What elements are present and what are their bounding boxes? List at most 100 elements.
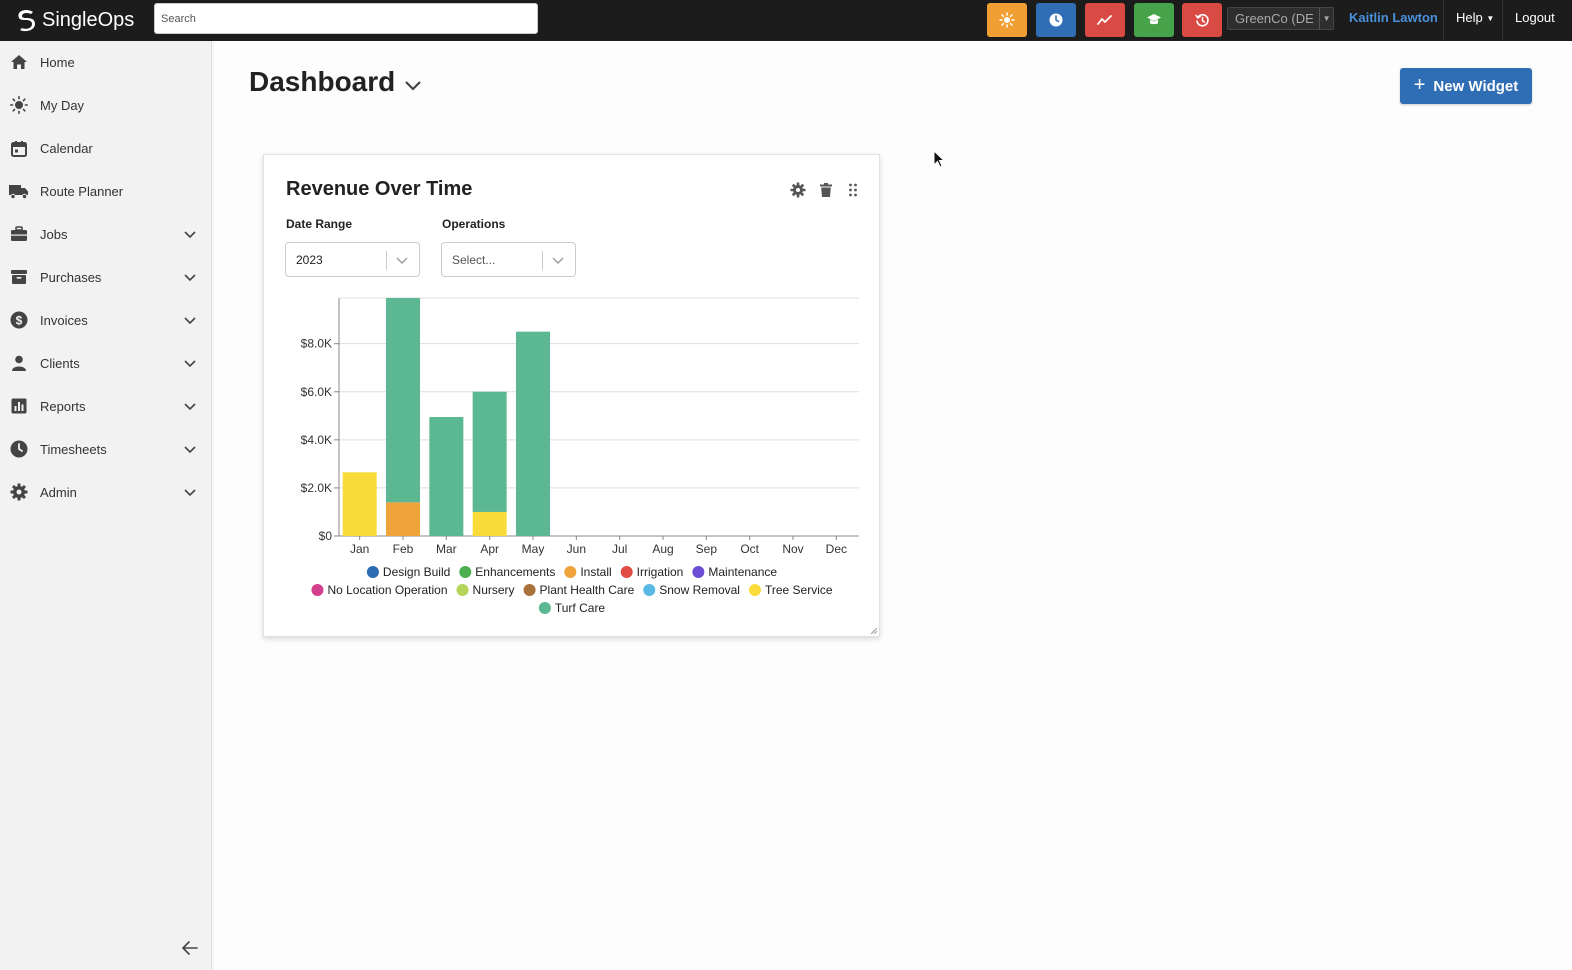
bar-chart-icon (8, 395, 30, 417)
history-quick-button[interactable] (1182, 3, 1222, 37)
sidebar-item-label: Invoices (40, 312, 88, 328)
sidebar-item-label: Reports (40, 398, 86, 414)
caret-down-icon: ▼ (1319, 8, 1333, 29)
clock-icon (8, 438, 30, 460)
sidebar-item-calendar[interactable]: Calendar (0, 127, 212, 169)
sidebar-item-reports[interactable]: Reports (0, 385, 212, 427)
date-range-label: Date Range (286, 217, 353, 231)
singleops-logo-icon (18, 10, 35, 32)
gear-icon (8, 481, 30, 503)
legend-swatch (643, 584, 656, 596)
sidebar-item-label: Clients (40, 355, 80, 371)
legend-swatch (620, 566, 633, 578)
my-day-quick-button[interactable] (987, 3, 1027, 37)
singleops-logo[interactable]: SingleOps (14, 5, 134, 35)
clock-icon (1049, 13, 1063, 27)
dollar-icon: $ (8, 309, 30, 331)
y-tick-label: $4.0K (301, 433, 332, 447)
chevron-down-icon (184, 231, 196, 239)
logo-text: SingleOps (42, 8, 135, 31)
drag-handle-icon[interactable] (845, 182, 861, 198)
legend-label: Irrigation (637, 565, 684, 579)
y-tick-label: $6.0K (301, 385, 332, 399)
sidebar: Home My Day Calendar (0, 41, 212, 970)
sidebar-item-my-day[interactable]: My Day (0, 84, 212, 126)
sidebar-item-label: Admin (40, 484, 77, 500)
reports-quick-button[interactable] (1085, 3, 1125, 37)
operations-select[interactable]: Select... (441, 242, 576, 277)
sidebar-item-label: Calendar (40, 140, 93, 156)
sidebar-item-label: Timesheets (40, 441, 107, 457)
y-tick-label: $8.0K (301, 337, 332, 351)
history-icon (1194, 13, 1209, 27)
user-name-link[interactable]: Kaitlin Lawton (1349, 10, 1438, 25)
legend-swatch (523, 584, 536, 596)
date-range-select[interactable]: 2023 (285, 242, 420, 277)
company-selector[interactable]: GreenCo (DE ▼ (1227, 7, 1334, 30)
search-input[interactable] (154, 3, 538, 34)
trash-icon[interactable] (818, 182, 834, 198)
sidebar-item-label: Purchases (40, 269, 102, 285)
bar (386, 298, 420, 503)
y-tick-label: $2.0K (301, 481, 332, 495)
sidebar-item-label: Home (40, 54, 75, 70)
divider (1443, 0, 1444, 41)
divider (386, 251, 387, 270)
company-selector-value: GreenCo (DE (1235, 11, 1314, 26)
legend-label: Turf Care (555, 601, 606, 615)
logout-link[interactable]: Logout (1515, 10, 1555, 25)
sidebar-item-jobs[interactable]: Jobs (0, 213, 212, 255)
calendar-icon (8, 137, 30, 159)
home-icon (8, 51, 30, 73)
x-tick-label: Jan (350, 542, 369, 556)
mouse-cursor-icon (933, 150, 946, 168)
x-tick-label: Sep (696, 542, 718, 556)
chevron-down-icon (396, 257, 408, 264)
legend-swatch (456, 584, 469, 596)
sidebar-item-timesheets[interactable]: Timesheets (0, 428, 212, 470)
gear-icon[interactable] (790, 182, 806, 198)
sidebar-item-purchases[interactable]: Purchases (0, 256, 212, 298)
bar (472, 391, 507, 512)
svg-text:$: $ (16, 314, 23, 328)
bar (516, 331, 550, 536)
x-tick-label: Dec (826, 542, 847, 556)
sidebar-item-invoices[interactable]: $ Invoices (0, 299, 212, 341)
timesheet-quick-button[interactable] (1036, 3, 1076, 37)
graduation-cap-icon (1147, 14, 1161, 25)
operations-label: Operations (442, 217, 506, 231)
sidebar-item-admin[interactable]: Admin (0, 471, 212, 513)
sidebar-item-clients[interactable]: Clients (0, 342, 212, 384)
x-tick-label: Mar (436, 542, 457, 556)
legend-label: Tree Service (765, 583, 833, 597)
page-title: Dashboard (249, 66, 396, 97)
new-widget-button[interactable]: + New Widget (1400, 68, 1532, 104)
x-tick-label: Jul (612, 542, 627, 556)
help-menu[interactable]: Help ▼ (1456, 10, 1494, 25)
legend-label: Nursery (473, 583, 515, 597)
chevron-down-icon (184, 403, 196, 411)
resize-handle-icon[interactable] (871, 628, 877, 634)
x-tick-label: Jun (567, 542, 586, 556)
chevron-down-icon (184, 489, 196, 497)
x-tick-label: May (522, 542, 545, 556)
collapse-sidebar-arrow-icon[interactable] (180, 938, 200, 958)
legend-label: Snow Removal (659, 583, 740, 597)
sidebar-item-label: Route Planner (40, 183, 124, 199)
dashboard-selector[interactable]: Dashboard (249, 66, 423, 98)
sidebar-item-route-planner[interactable]: Route Planner (0, 170, 212, 212)
training-quick-button[interactable] (1134, 3, 1174, 37)
legend-label: Design Build (383, 565, 450, 579)
sun-icon (8, 94, 30, 116)
legend-swatch (692, 566, 705, 578)
legend-label: No Location Operation (327, 583, 447, 597)
sun-icon (999, 12, 1015, 28)
help-label: Help (1456, 10, 1483, 25)
sidebar-item-home[interactable]: Home (0, 41, 212, 83)
bar (472, 511, 507, 536)
bar (342, 472, 377, 536)
legend-label: Install (580, 565, 611, 579)
chevron-down-icon (184, 317, 196, 325)
legend-label: Enhancements (475, 565, 555, 579)
legend-swatch (538, 602, 551, 614)
